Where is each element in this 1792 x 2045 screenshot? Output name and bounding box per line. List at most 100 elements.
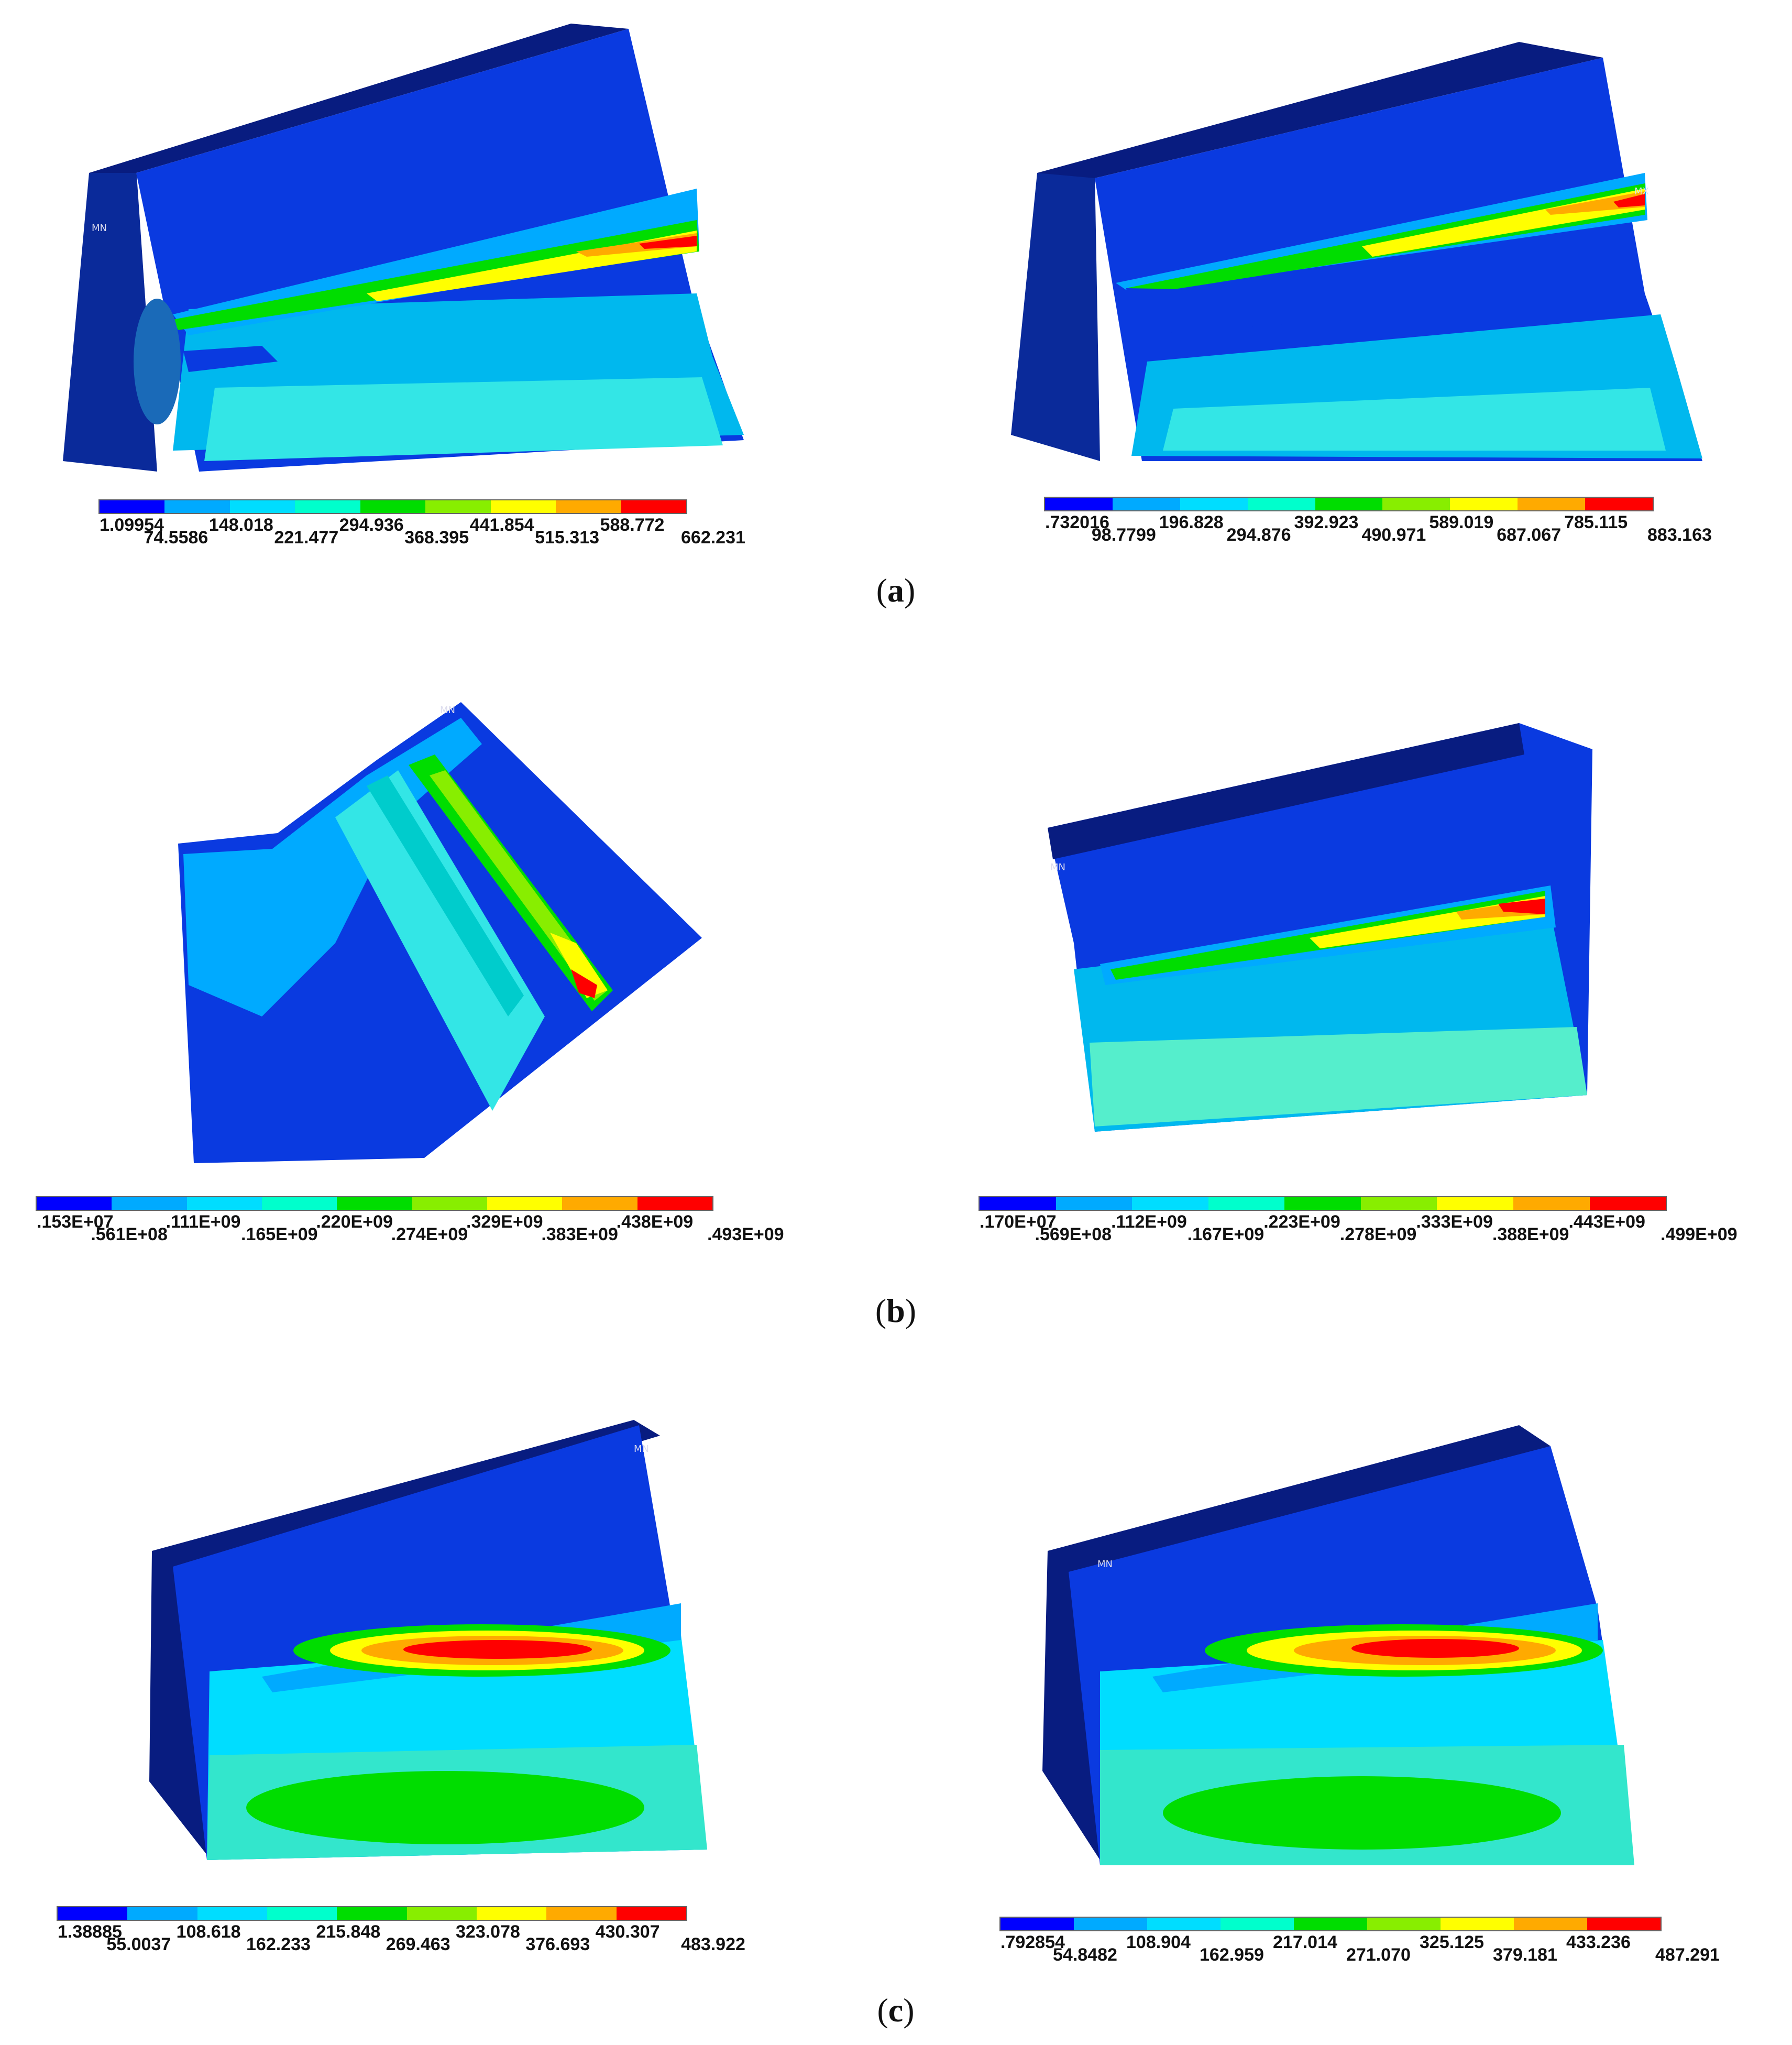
legend-swatch xyxy=(1284,1197,1361,1210)
legend-swatch xyxy=(1437,1197,1513,1210)
legend-swatch xyxy=(412,1197,487,1210)
legend-a-right: .732016 98.7799 196.828 294.876 392.923 490.9… xyxy=(1044,497,1712,555)
legend-swatch xyxy=(267,1907,337,1920)
node-marker: MN xyxy=(634,1443,649,1455)
legend-tick-label: 294.936 xyxy=(339,515,404,535)
legend-swatch xyxy=(621,500,686,513)
fea-model-b-right-shape xyxy=(1048,723,1592,1132)
legend-swatch xyxy=(112,1197,187,1210)
legend-tick-label: .165E+09 xyxy=(241,1224,318,1244)
legend-tick-label: 441.854 xyxy=(469,515,534,535)
legend-tick-label: 490.971 xyxy=(1361,525,1426,545)
legend-tick-label: .438E+09 xyxy=(616,1212,694,1232)
legend-tick-label: .274E+09 xyxy=(391,1224,468,1244)
legend-tick-label: 430.307 xyxy=(595,1922,660,1942)
legend-swatch xyxy=(1056,1197,1133,1210)
legend-swatch xyxy=(1247,498,1315,510)
node-marker: MN xyxy=(1097,1559,1113,1570)
legend-swatch xyxy=(1112,498,1180,510)
node-marker: MN xyxy=(92,223,107,234)
caption-c: (c) xyxy=(877,1992,915,2029)
legend-tick-label: 162.233 xyxy=(246,1934,311,1954)
fea-model-c-right-shape xyxy=(1042,1425,1634,1865)
legend-tick-label: .499E+09 xyxy=(1661,1224,1738,1244)
legend-tick-label: 217.014 xyxy=(1273,1932,1337,1952)
legend-swatch xyxy=(1132,1197,1208,1210)
legend-swatch xyxy=(556,500,621,513)
legend-tick-label: 162.959 xyxy=(1200,1945,1264,1965)
legend-swatch xyxy=(1585,498,1653,510)
legend-swatch xyxy=(1589,1197,1666,1210)
legend-swatch xyxy=(1587,1918,1661,1930)
legend-swatch xyxy=(58,1907,128,1920)
fea-model-c-left-shape xyxy=(149,1420,707,1860)
node-marker: MN xyxy=(440,705,455,716)
legend-tick-label: 108.904 xyxy=(1126,1932,1191,1952)
legend-swatch xyxy=(295,500,360,513)
legend-tick-label: 215.848 xyxy=(316,1922,381,1942)
legend-colorbar xyxy=(57,1906,687,1921)
legend-tick-label: 325.125 xyxy=(1420,1932,1484,1952)
legend-tick-label: 883.163 xyxy=(1647,525,1712,545)
legend-tick-label: .388E+09 xyxy=(1492,1224,1569,1244)
legend-tick-label: 379.181 xyxy=(1493,1945,1557,1965)
legend-tick-label: .329E+09 xyxy=(466,1212,543,1232)
legend-tick-label: 589.019 xyxy=(1429,512,1494,532)
legend-swatch xyxy=(1074,1918,1147,1930)
legend-swatch xyxy=(1294,1918,1367,1930)
legend-tick-label: 148.018 xyxy=(208,515,273,535)
legend-tick-label: 294.876 xyxy=(1226,525,1291,545)
legend-colorbar xyxy=(98,499,687,514)
legend-swatch xyxy=(1221,1918,1294,1930)
legend-swatch xyxy=(337,1907,407,1920)
legend-tick-label: .383E+09 xyxy=(541,1224,618,1244)
legend-tick-label: 196.828 xyxy=(1159,512,1224,532)
legend-tick-label: 269.463 xyxy=(386,1934,450,1954)
legend-tick-label: .561E+08 xyxy=(91,1224,168,1244)
legend-swatch xyxy=(1315,498,1383,510)
legend-tick-label: 55.0037 xyxy=(106,1934,171,1954)
legend-tick-label: .153E+07 xyxy=(37,1212,114,1232)
legend-tick-label: 487.291 xyxy=(1655,1945,1720,1965)
legend-swatch xyxy=(616,1907,686,1920)
legend-swatch xyxy=(37,1197,112,1210)
legend-colorbar xyxy=(999,1917,1662,1931)
legend-tick-label: .443E+09 xyxy=(1568,1212,1645,1232)
legend-swatch xyxy=(127,1907,197,1920)
legend-swatch xyxy=(1360,1197,1437,1210)
caption-b: (b) xyxy=(875,1292,917,1329)
legend-tick-label: .223E+09 xyxy=(1263,1212,1340,1232)
legend-tick-label: 1.38885 xyxy=(58,1922,122,1942)
legend-swatch xyxy=(186,1197,262,1210)
legend-b-right: .170E+07.569E+08.112E+09.167E+09.223E+09… xyxy=(979,1196,1738,1255)
legend-tick-label: 271.070 xyxy=(1346,1945,1411,1965)
legend-swatch xyxy=(1367,1918,1441,1930)
legend-tick-label: 323.078 xyxy=(456,1922,520,1942)
legend-swatch xyxy=(164,500,230,513)
legend-swatch xyxy=(490,500,556,513)
legend-swatch xyxy=(261,1197,337,1210)
legend-tick-label: 74.5586 xyxy=(144,528,208,548)
legend-swatch xyxy=(1514,1918,1587,1930)
legend-swatch xyxy=(425,500,491,513)
caption-a: (a) xyxy=(876,572,916,609)
legend-colorbar xyxy=(36,1196,713,1211)
legend-tick-label: .112E+09 xyxy=(1111,1212,1187,1232)
legend-a-left: 1.09954 74.5586 148.018 221.477 294.936 368.3… xyxy=(98,499,745,558)
legend-tick-label: 108.618 xyxy=(176,1922,241,1942)
legend-tick-label: .278E+09 xyxy=(1339,1224,1417,1244)
legend-colorbar xyxy=(979,1196,1667,1211)
legend-tick-label: 687.067 xyxy=(1497,525,1562,545)
legend-tick-label: 392.923 xyxy=(1294,512,1359,532)
fea-model-a-right-shape xyxy=(1011,42,1702,461)
legend-swatch xyxy=(1450,498,1518,510)
legend-c-left: 1.38885 55.0037 108.618 162.233 215.848 269.4… xyxy=(57,1906,745,1965)
legend-swatch xyxy=(637,1197,712,1210)
legend-tick-label: .220E+09 xyxy=(316,1212,393,1232)
node-marker: MX xyxy=(1634,186,1649,197)
legend-tick-label: 376.693 xyxy=(525,1934,590,1954)
legend-swatch xyxy=(1441,1918,1514,1930)
legend-colorbar xyxy=(1044,497,1654,511)
